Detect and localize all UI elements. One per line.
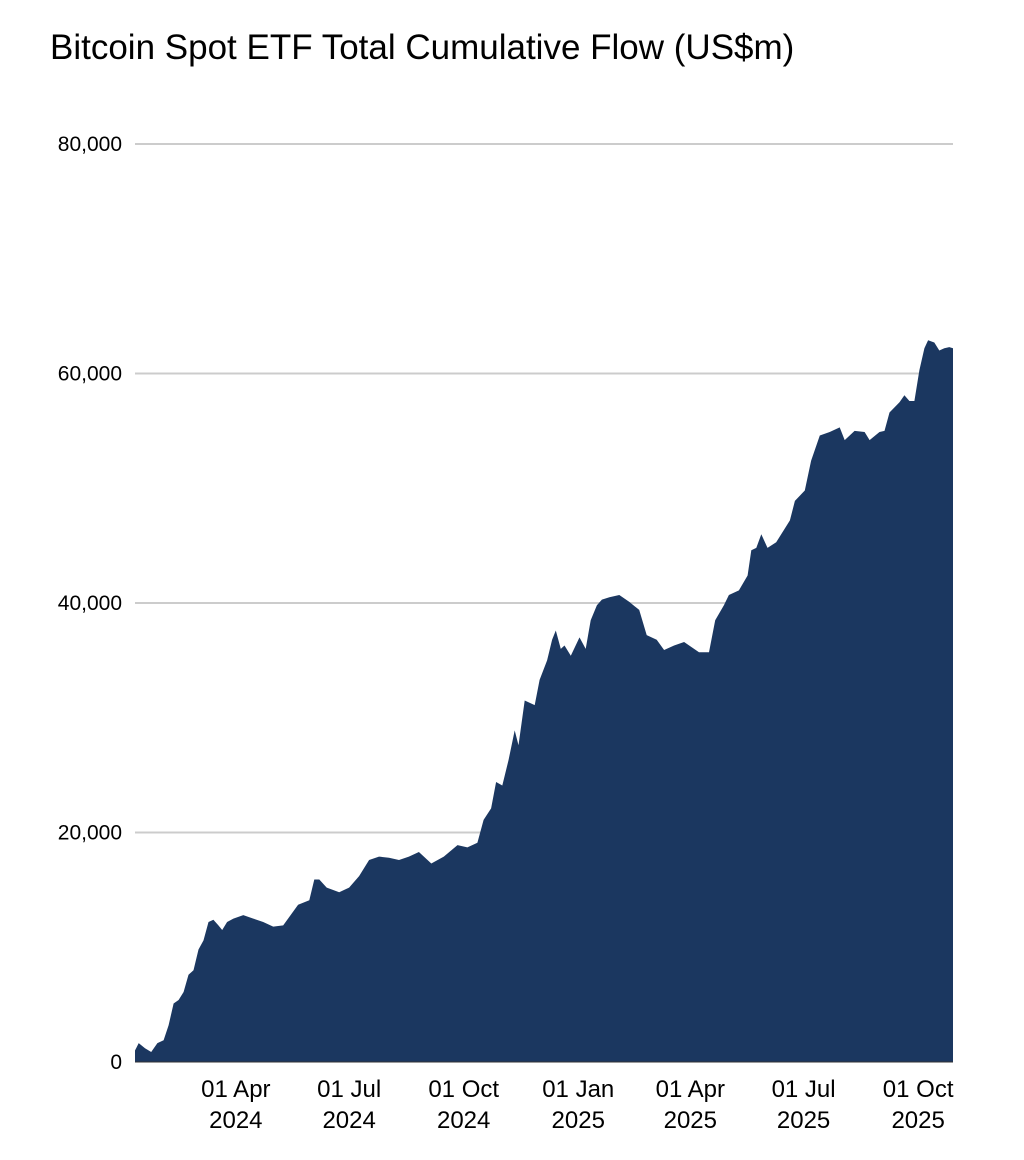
x-tick-label: 01 Apr [201, 1076, 270, 1103]
x-tick-label: 01 Apr [656, 1076, 725, 1103]
y-tick-label: 80,000 [58, 133, 122, 156]
x-tick-year: 2025 [552, 1107, 605, 1134]
y-tick-label: 0 [110, 1051, 122, 1074]
y-tick-label: 20,000 [58, 822, 122, 845]
x-tick-label: 01 Oct [428, 1076, 499, 1103]
x-tick-year: 2024 [437, 1107, 490, 1134]
cumulative-flow-area [135, 340, 953, 1062]
x-tick-year: 2025 [664, 1107, 717, 1134]
x-tick-label: 01 Jul [317, 1076, 381, 1103]
chart-title: Bitcoin Spot ETF Total Cumulative Flow (… [50, 28, 795, 67]
x-tick-label: 01 Jul [772, 1076, 836, 1103]
x-tick-label: 01 Oct [883, 1076, 954, 1103]
x-tick-year: 2025 [891, 1107, 944, 1134]
x-tick-label: 01 Jan [542, 1076, 614, 1103]
y-tick-label: 60,000 [58, 363, 122, 386]
x-tick-year: 2025 [777, 1107, 830, 1134]
y-tick-label: 40,000 [58, 592, 122, 615]
x-tick-year: 2024 [322, 1107, 375, 1134]
x-tick-year: 2024 [209, 1107, 262, 1134]
